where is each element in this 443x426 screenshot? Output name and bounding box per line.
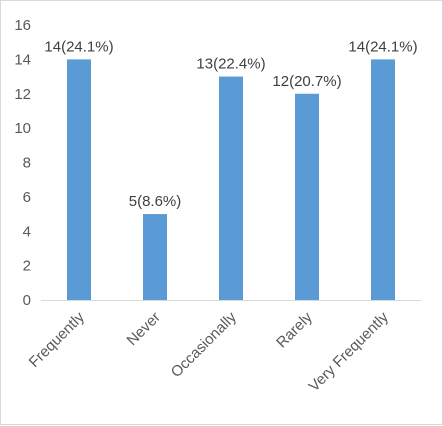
bar-rarely (295, 93, 319, 300)
data-label: 14(24.1%) (44, 38, 113, 55)
y-tick-label: 12 (14, 86, 31, 103)
y-axis: 0 2 4 6 8 10 12 14 16 (14, 17, 31, 309)
y-tick-label: 6 (23, 189, 31, 206)
y-tick-label: 0 (23, 292, 31, 309)
y-tick-label: 10 (14, 120, 31, 137)
y-tick-label: 14 (14, 51, 31, 68)
data-label: 13(22.4%) (196, 56, 265, 73)
y-tick-label: 4 (23, 223, 31, 240)
x-tick-label: Never (124, 309, 164, 349)
data-label: 14(24.1%) (348, 38, 417, 55)
bar-series (67, 59, 395, 300)
y-tick-label: 2 (23, 258, 31, 275)
y-tick-label: 16 (14, 17, 31, 34)
bar-frequently (67, 59, 91, 300)
data-labels: 14(24.1%) 5(8.6%) 13(22.4%) 12(20.7%) 14(24.… (44, 38, 417, 210)
y-tick-label: 8 (23, 155, 31, 172)
x-tick-label: Frequently (26, 308, 88, 370)
x-tick-label: Occasionally (168, 308, 241, 381)
data-label: 5(8.6%) (129, 193, 182, 210)
bar-very-frequently (371, 59, 395, 300)
x-tick-label: Very Frequently (306, 308, 393, 395)
data-label: 12(20.7%) (272, 73, 341, 90)
bar-never (143, 214, 167, 300)
x-tick-label: Rarely (273, 308, 316, 351)
bar-occasionally (219, 76, 243, 300)
